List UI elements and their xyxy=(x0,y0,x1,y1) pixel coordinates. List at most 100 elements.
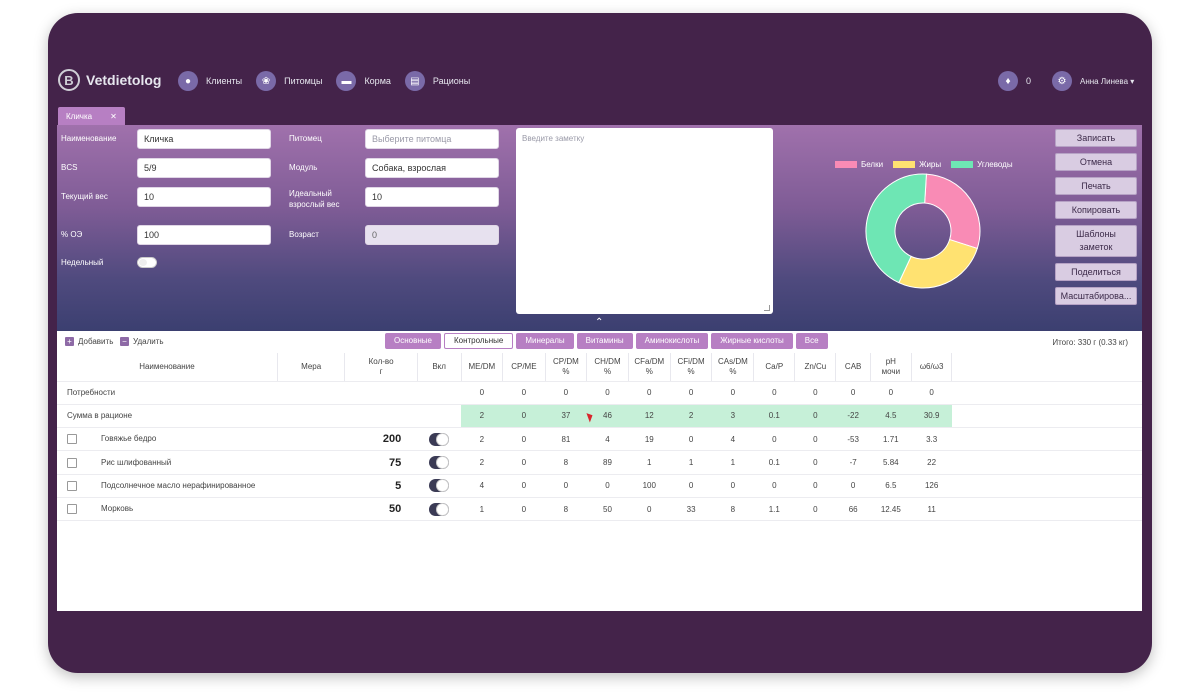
col-ca-p[interactable]: Ca/P xyxy=(753,353,796,382)
col-name[interactable]: Наименование xyxy=(57,353,278,382)
remove-button[interactable]: − Удалить xyxy=(120,337,164,346)
measure-cell[interactable] xyxy=(277,427,345,452)
save-button[interactable]: Записать xyxy=(1055,129,1137,147)
qty-cell[interactable]: 200 xyxy=(344,427,418,452)
macronutrient-donut-chart xyxy=(865,173,981,289)
row-checkbox[interactable] xyxy=(67,434,77,445)
col-ph[interactable]: pH мочи xyxy=(870,353,912,382)
nav-clients[interactable]: ● Клиенты xyxy=(178,71,242,91)
nav-rations[interactable]: ▤ Рационы xyxy=(404,71,470,91)
value-cell: 4 xyxy=(461,474,503,498)
tab-nutrient[interactable]: Основные xyxy=(385,333,441,349)
col-incl[interactable]: Вкл xyxy=(417,353,462,382)
logo-icon: B xyxy=(58,69,80,91)
scale-button[interactable]: Масштабирова... xyxy=(1055,287,1137,305)
module-select[interactable]: Собака, взрослая xyxy=(365,158,499,178)
col-cfi-dm[interactable]: CFi/DM% xyxy=(670,353,713,382)
pie-slice-Жиры[interactable] xyxy=(898,238,978,289)
col-cp-me[interactable]: CP/ME xyxy=(502,353,546,382)
col-ch-dm[interactable]: CH/DM% xyxy=(586,353,629,382)
pie-slice-Углеводы[interactable] xyxy=(865,173,927,284)
qty-cell[interactable]: 75 xyxy=(344,450,418,475)
print-button[interactable]: Печать xyxy=(1055,177,1137,195)
tab-nutrient[interactable]: Контрольные xyxy=(443,333,514,349)
tab-nutrient[interactable]: Аминокислоты xyxy=(635,333,709,349)
col-w6-w3[interactable]: ω6/ω3 xyxy=(911,353,953,382)
bcs-input[interactable]: 5/9 xyxy=(137,158,271,178)
col-cfi-dm-line1: CFi/DM xyxy=(677,356,705,366)
add-button[interactable]: + Добавить xyxy=(65,337,113,346)
col-me-dm[interactable]: ME/DM xyxy=(461,353,504,382)
tab-klichka[interactable]: Кличка ✕ xyxy=(58,107,125,125)
value-cell: 19 xyxy=(628,427,671,452)
qty-cell[interactable]: 50 xyxy=(344,497,418,522)
weight-input[interactable]: 10 xyxy=(137,187,271,207)
col-cp-dm[interactable]: CP/DM% xyxy=(545,353,588,382)
nav-feeds[interactable]: ▬ Корма xyxy=(336,71,391,91)
share-button[interactable]: Поделиться xyxy=(1055,263,1137,281)
app-name: Vetdietolog xyxy=(86,72,162,88)
weekly-toggle[interactable] xyxy=(137,257,157,268)
button-label-line1: Шаблоны xyxy=(1076,229,1116,239)
qty-value: 200 xyxy=(382,433,402,446)
row-checkbox[interactable] xyxy=(67,457,77,468)
name-input[interactable]: Кличка xyxy=(137,129,271,149)
ideal-weight-input[interactable]: 10 xyxy=(365,187,499,207)
value-cell: 3 xyxy=(711,404,754,429)
tab-nutrient[interactable]: Витамины xyxy=(576,333,633,349)
resize-handle[interactable] xyxy=(764,305,770,311)
value-cell: 4.5 xyxy=(870,404,912,429)
col-ph-line1: pH xyxy=(885,356,896,366)
user-menu[interactable]: ⚙ Анна Линева ▾ xyxy=(1052,71,1134,91)
row-checkbox[interactable] xyxy=(67,480,77,491)
col-qty[interactable]: Кол-во г xyxy=(344,353,418,382)
notifications[interactable]: ♦ 0 xyxy=(998,71,1031,91)
table-body: Потребности 0 0 0 0 0 0 0 0 0 0 0 0 Сумма в рационе 2 0… xyxy=(57,381,1142,522)
note-textarea[interactable]: Введите заметку xyxy=(516,128,773,314)
collapse-chevron-icon[interactable]: ⌃ xyxy=(595,317,604,328)
cancel-button[interactable]: Отмена xyxy=(1055,153,1137,171)
spacer-cell xyxy=(951,497,1142,522)
value-cell: 37 xyxy=(545,404,587,429)
col-measure[interactable]: Мера xyxy=(277,353,346,382)
legend-item: Углеводы xyxy=(951,160,1013,169)
measure-cell[interactable] xyxy=(277,450,345,475)
include-toggle[interactable] xyxy=(429,432,450,446)
tab-nutrient[interactable]: Жирные кислоты xyxy=(711,333,793,349)
close-icon[interactable]: ✕ xyxy=(110,111,117,121)
ration-table-panel: + Добавить − Удалить Основные Контрольные… xyxy=(57,331,1142,611)
oe-input[interactable]: 100 xyxy=(137,225,271,245)
app-logo[interactable]: B Vetdietolog xyxy=(58,69,161,91)
ingredient-cell: Рис шлифованный xyxy=(57,450,278,475)
col-cas-dm[interactable]: CAs/DM% xyxy=(711,353,755,382)
include-toggle[interactable] xyxy=(429,456,450,470)
value-cell: 1.1 xyxy=(753,497,795,522)
value-cell: 0 xyxy=(545,381,587,405)
value-cell: 0 xyxy=(670,381,712,405)
col-cab[interactable]: CAB xyxy=(835,353,871,382)
copy-button[interactable]: Копировать xyxy=(1055,201,1137,219)
legend-label: Углеводы xyxy=(977,160,1013,169)
spacer-cell xyxy=(951,474,1142,498)
nav-pets[interactable]: ❀ Питомцы xyxy=(256,71,322,91)
value-cell: 1.71 xyxy=(870,427,912,452)
note-templates-button[interactable]: Шаблоны заметок xyxy=(1055,225,1137,257)
table-row: Рис шлифованный 75 2 0 8 89 1 1 1 0.1 0 -7 5.84 22 xyxy=(57,450,1142,475)
document-tabs: Кличка ✕ xyxy=(58,107,125,125)
age-input: 0 xyxy=(365,225,499,245)
tab-nutrient[interactable]: Минералы xyxy=(516,333,574,349)
measure-cell[interactable] xyxy=(277,497,345,522)
tab-nutrient[interactable]: Все xyxy=(795,333,828,349)
pie-slice-Белки[interactable] xyxy=(924,173,981,250)
qty-cell[interactable]: 5 xyxy=(344,474,418,498)
button-label-line2: заметок xyxy=(1079,242,1113,252)
include-toggle[interactable] xyxy=(429,502,450,516)
value-cell: -22 xyxy=(835,404,871,429)
col-cfa-dm[interactable]: CFa/DM% xyxy=(628,353,671,382)
col-zn-cu[interactable]: Zn/Cu xyxy=(794,353,837,382)
include-toggle[interactable] xyxy=(429,479,450,493)
row-checkbox[interactable] xyxy=(67,504,77,515)
paw-icon: ❀ xyxy=(256,71,277,91)
measure-cell[interactable] xyxy=(277,474,345,498)
pet-select[interactable]: Выберите питомца xyxy=(365,129,499,149)
